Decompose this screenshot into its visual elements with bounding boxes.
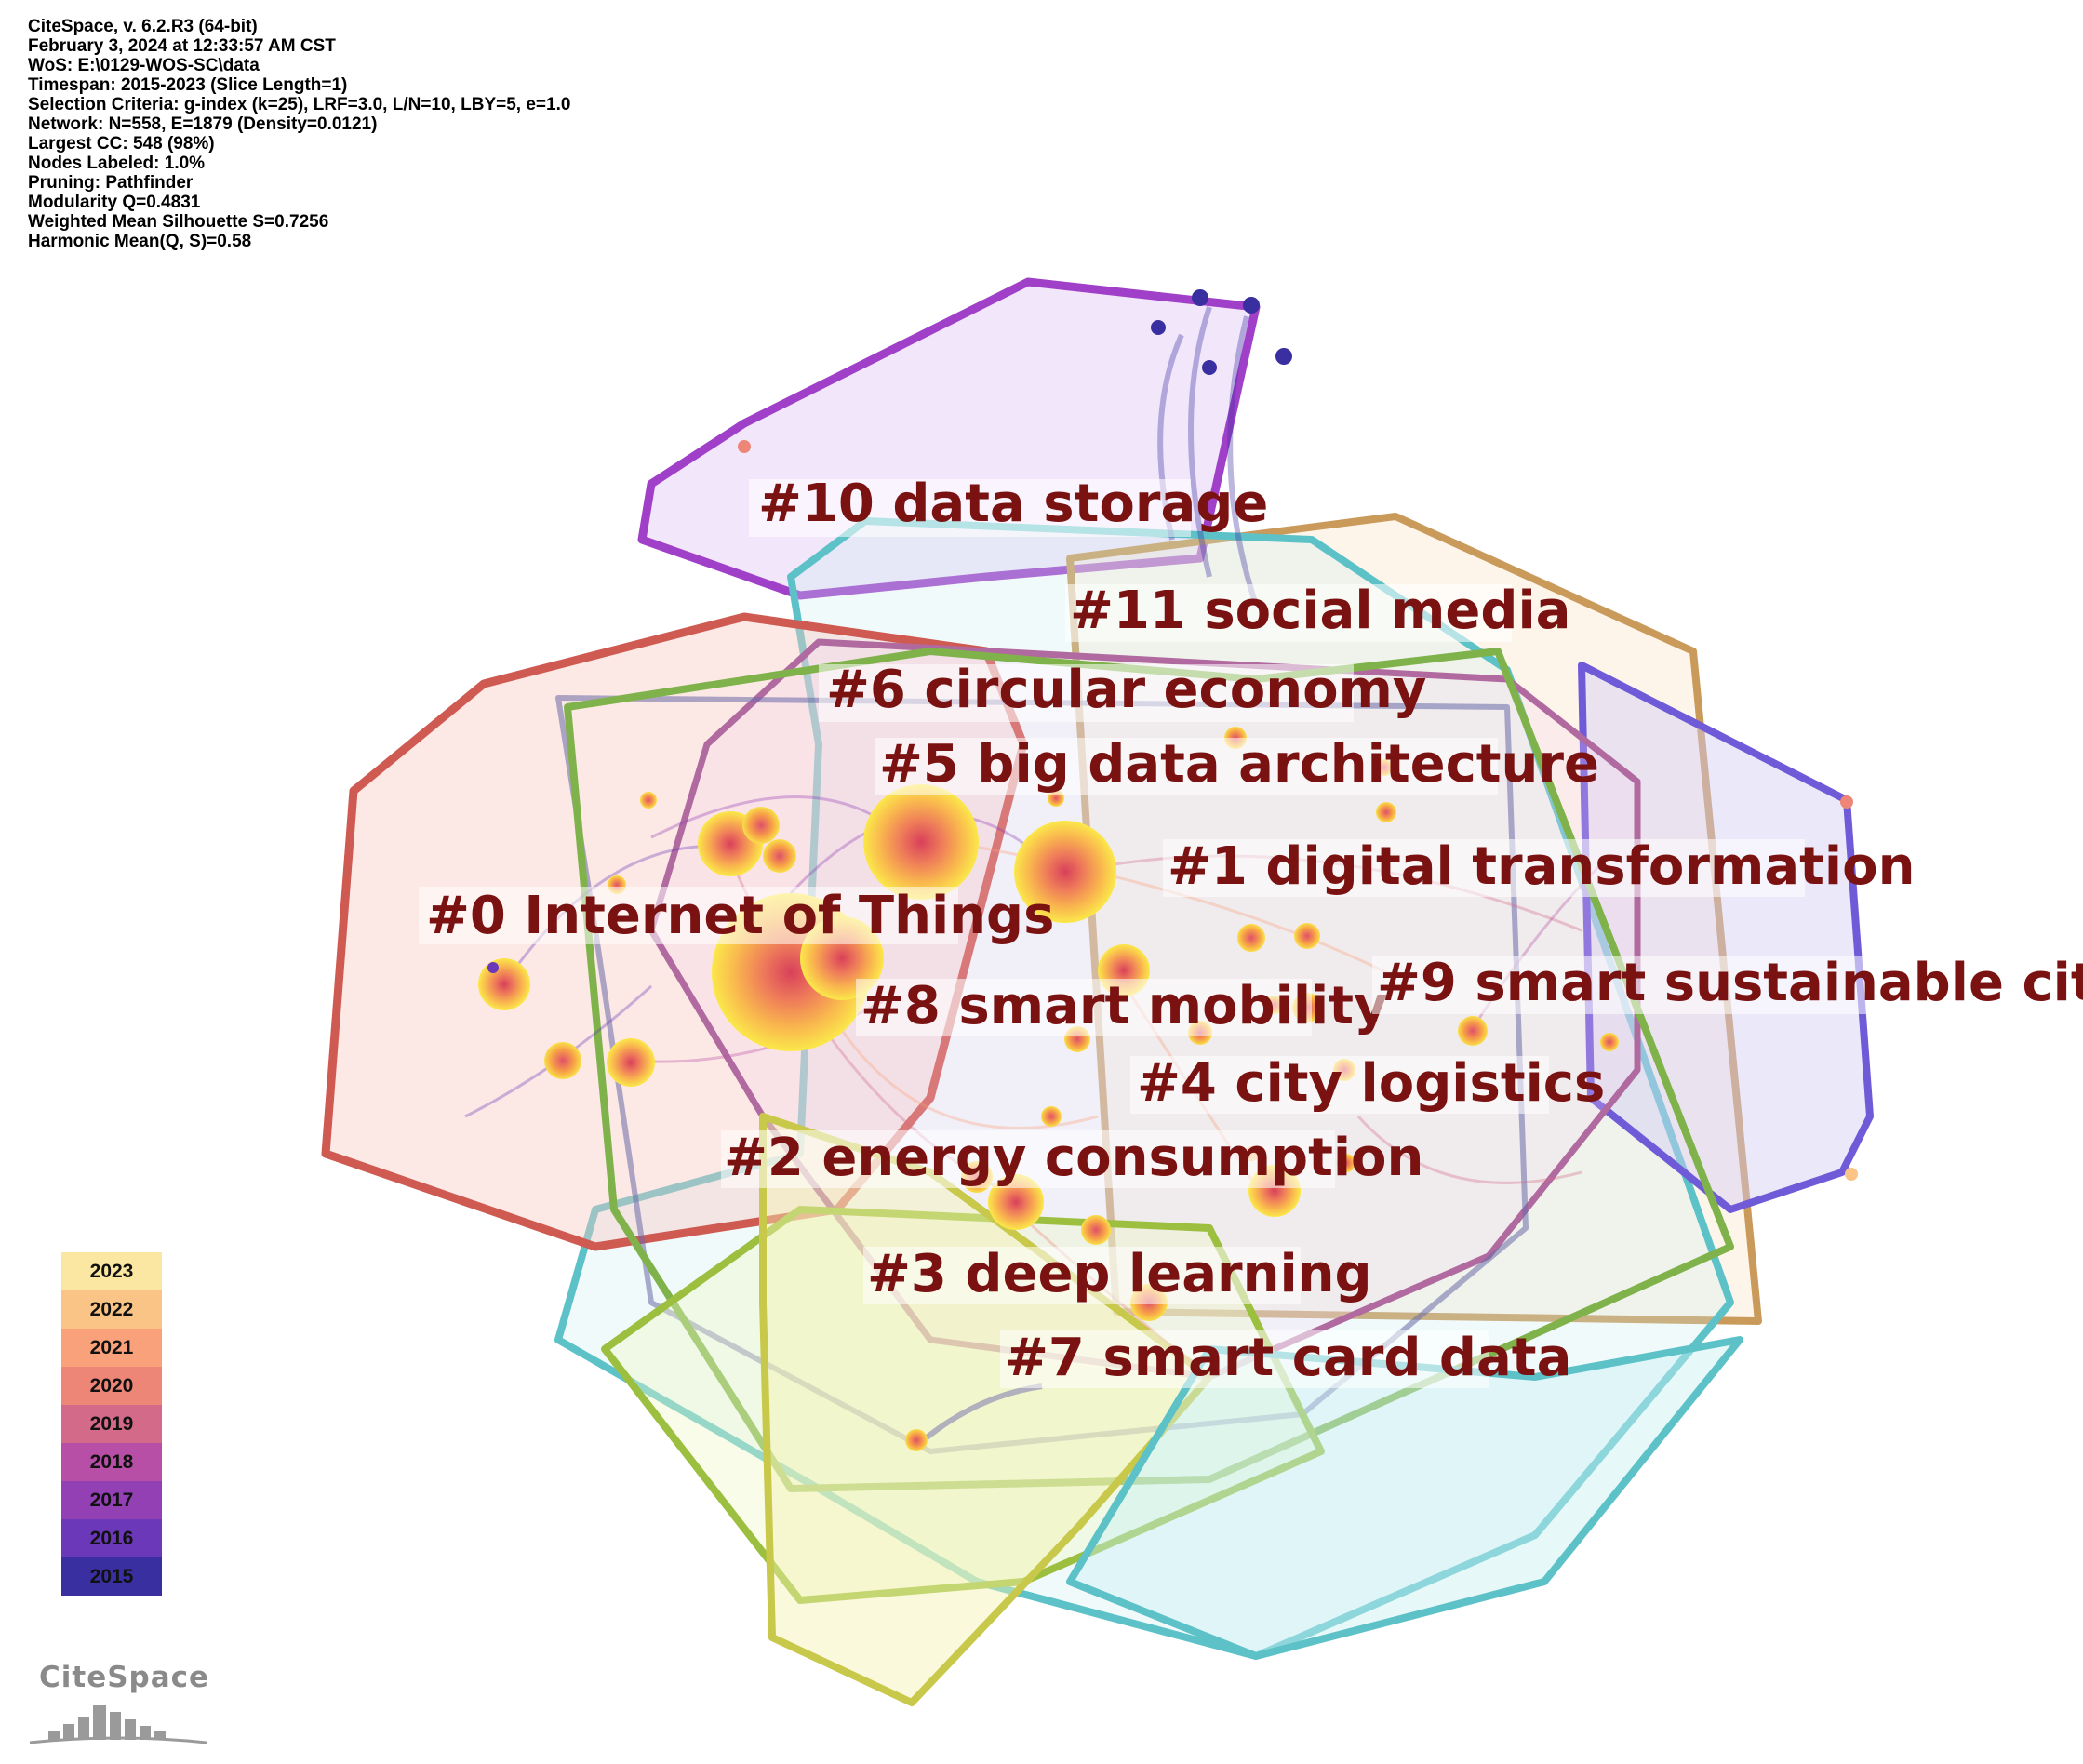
network-summary: CiteSpace, v. 6.2.R3 (64-bit) February 3… (28, 17, 570, 251)
cluster-label-city-logistics[interactable]: #4 city logistics (1130, 1053, 1605, 1114)
svg-text:#4 city logistics: #4 city logistics (1137, 1053, 1605, 1114)
info-line: Harmonic Mean(Q, S)=0.58 (28, 232, 252, 251)
cluster-label-deep-learning[interactable]: #3 deep learning (863, 1244, 1372, 1304)
cluster-label-digital-transformation[interactable]: #1 digital transformation (1163, 836, 1915, 897)
legend-item-2018: 2018 (61, 1443, 162, 1481)
node (1600, 1033, 1619, 1051)
svg-text:#2 energy consumption: #2 energy consumption (724, 1128, 1423, 1188)
info-line: Modularity Q=0.4831 (28, 193, 201, 212)
node (640, 792, 657, 808)
node (487, 962, 499, 973)
node (1337, 1154, 1355, 1172)
node (1081, 1215, 1111, 1245)
legend-item-2015: 2015 (61, 1557, 162, 1596)
year-color-legend: 2023 2022 2021 2020 2019 2018 2017 2016 … (61, 1252, 162, 1596)
svg-text:#1 digital transformation: #1 digital transformation (1168, 836, 1915, 897)
info-line: Weighted Mean Silhouette S=0.7256 (28, 212, 329, 232)
legend-item-2019: 2019 (61, 1405, 162, 1443)
info-line: Pruning: Pathfinder (28, 173, 194, 193)
legend-item-2022: 2022 (61, 1290, 162, 1329)
node (607, 1038, 655, 1087)
info-line: Network: N=558, E=1879 (Density=0.0121) (28, 114, 378, 134)
svg-text:#0 Internet of Things: #0 Internet of Things (426, 886, 1054, 946)
node (1041, 1106, 1062, 1127)
cluster-label-social-media[interactable]: #11 social media (1065, 581, 1570, 642)
node (1014, 821, 1116, 923)
info-line: Selection Criteria: g-index (k=25), LRF=… (28, 95, 571, 114)
node (1294, 923, 1320, 949)
node (1840, 795, 1853, 808)
node (1458, 1016, 1488, 1046)
node (1376, 802, 1396, 822)
cluster-label-circular-economy[interactable]: #6 circular economy (819, 660, 1426, 722)
cluster-label-smart-mobility[interactable]: #8 smart mobility (856, 976, 1388, 1036)
node (1202, 360, 1217, 375)
node (544, 1042, 581, 1079)
node (742, 807, 780, 844)
node (763, 839, 796, 873)
cluster-label-internet-of-things[interactable]: #0 Internet of Things (419, 886, 1054, 946)
node (1275, 348, 1292, 365)
legend-item-2021: 2021 (61, 1329, 162, 1367)
svg-text:#5 big data architecture: #5 big data architecture (879, 734, 1599, 795)
node (1845, 1168, 1858, 1181)
cluster-label-data-storage[interactable]: #10 data storage (749, 474, 1268, 537)
info-line: Nodes Labeled: 1.0% (28, 154, 206, 173)
svg-text:#7 smart card data: #7 smart card data (1005, 1328, 1571, 1388)
cluster-label-big-data-architecture[interactable]: #5 big data architecture (875, 734, 1599, 795)
legend-item-2016: 2016 (61, 1519, 162, 1557)
svg-text:#11 social media: #11 social media (1070, 581, 1570, 641)
legend-item-2017: 2017 (61, 1481, 162, 1519)
hull-smart-mobility (555, 695, 1529, 1454)
logo-graphic (29, 1705, 207, 1744)
info-line: CiteSpace, v. 6.2.R3 (64-bit) (28, 17, 258, 36)
svg-text:#6 circular economy: #6 circular economy (826, 660, 1426, 720)
cluster-label-energy-consumption[interactable]: #2 energy consumption (721, 1128, 1423, 1188)
node (478, 958, 530, 1010)
legend-item-2023: 2023 (61, 1252, 162, 1290)
svg-text:#8 smart mobility: #8 smart mobility (861, 976, 1388, 1036)
legend-item-2020: 2020 (61, 1367, 162, 1405)
logo-text: CiteSpace (39, 1661, 210, 1694)
info-line: WoS: E:\0129-WOS-SC\data (28, 56, 260, 75)
svg-text:#10 data storage: #10 data storage (758, 474, 1268, 534)
cluster-label-smart-sustainable-cities[interactable]: #9 smart sustainable cities (1372, 953, 2083, 1014)
node (863, 784, 979, 900)
info-line: February 3, 2024 at 12:33:57 AM CST (28, 36, 336, 56)
cluster-label-smart-card-data[interactable]: #7 smart card data (1000, 1328, 1571, 1388)
node (1192, 289, 1208, 306)
node (1243, 297, 1260, 314)
cluster-labels: #10 data storage #11 social media #6 cir… (419, 474, 2083, 1388)
node (905, 1429, 928, 1451)
node (1237, 924, 1265, 952)
info-line: Largest CC: 548 (98%) (28, 134, 215, 154)
node (738, 440, 751, 453)
citespace-logo: CiteSpace (20, 1661, 216, 1749)
hull-smart-card-data (1066, 1336, 1743, 1660)
svg-text:#3 deep learning: #3 deep learning (867, 1244, 1372, 1304)
svg-text:#9 smart sustainable cities: #9 smart sustainable cities (1377, 953, 2083, 1013)
node (1151, 320, 1166, 335)
info-line: Timespan: 2015-2023 (Slice Length=1) (28, 75, 348, 95)
